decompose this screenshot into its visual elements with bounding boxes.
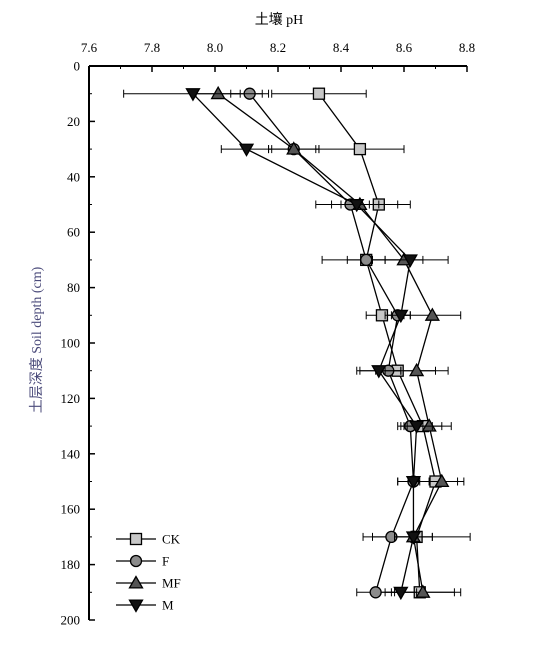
y-tick-label: 120 [61, 391, 81, 406]
x-tick-label: 8.6 [396, 40, 413, 55]
data-point [238, 143, 255, 157]
legend-label: CK [162, 532, 181, 547]
y-tick-label: 140 [61, 446, 81, 461]
data-point [415, 584, 431, 598]
legend-marker [128, 575, 144, 589]
legend-marker [129, 554, 143, 568]
legend-item: F [116, 554, 169, 569]
legend-label: M [162, 598, 174, 613]
data-point [424, 307, 440, 321]
data-point [408, 362, 425, 377]
y-tick-label: 60 [67, 225, 80, 240]
y-tick-label: 40 [67, 169, 80, 184]
plot-area: 7.6 7.8 8.0 8.2 8.4 8.6 8.8 0 20 40 60 80 100 120 140 1… [61, 40, 476, 628]
legend-label: MF [162, 576, 181, 591]
legend-item: M [116, 598, 174, 613]
y-axis-title: 土层深度 Soil depth (cm) [29, 266, 45, 413]
data-point [312, 87, 326, 100]
x-tick-label: 8.0 [207, 40, 223, 55]
legend-item: MF [116, 575, 181, 591]
y-tick-label: 20 [67, 114, 80, 129]
series-line [217, 93, 443, 593]
legend-marker [128, 599, 144, 613]
data-point [360, 253, 373, 267]
data-point [402, 254, 418, 268]
legend: CK F MF M [116, 532, 181, 613]
x-tick-label: 8.2 [270, 40, 286, 55]
legend-label: F [162, 554, 169, 569]
series-line [249, 93, 415, 593]
data-point [393, 309, 409, 324]
x-tick-label: 7.6 [81, 40, 98, 55]
series-f [230, 87, 430, 599]
data-point [210, 85, 226, 100]
x-axis-title: 土壤 pH [255, 11, 304, 28]
data-point [353, 142, 367, 156]
data-point [405, 475, 422, 490]
x-tick-label: 8.8 [459, 40, 475, 55]
y-tick-label: 160 [61, 502, 81, 517]
y-tick-label: 80 [67, 280, 80, 295]
data-point [185, 88, 201, 102]
x-tick-label: 8.4 [333, 40, 350, 55]
series-m [123, 88, 449, 601]
data-point [405, 531, 422, 545]
y-tick-label: 0 [74, 59, 81, 74]
series-ck [271, 87, 471, 599]
series-line [318, 93, 437, 593]
data-point [393, 586, 409, 601]
y-axis-title-group: 土层深度 Soil depth (cm) [29, 266, 45, 413]
x-tick-label: 7.8 [144, 40, 160, 55]
y-tick-label: 180 [61, 557, 81, 572]
y-tick-label: 100 [61, 336, 81, 351]
y-tick-label: 200 [61, 613, 81, 628]
legend-marker [129, 532, 143, 546]
data-point [408, 420, 425, 434]
series-mf [195, 85, 465, 598]
x-axis-title-group: 土壤 pH [255, 11, 304, 28]
data-point [349, 198, 365, 213]
data-point [434, 473, 450, 488]
series-line [192, 93, 418, 593]
data-point [369, 586, 382, 599]
data-point [286, 141, 302, 155]
data-point [371, 365, 387, 379]
legend-item: CK [116, 532, 181, 547]
